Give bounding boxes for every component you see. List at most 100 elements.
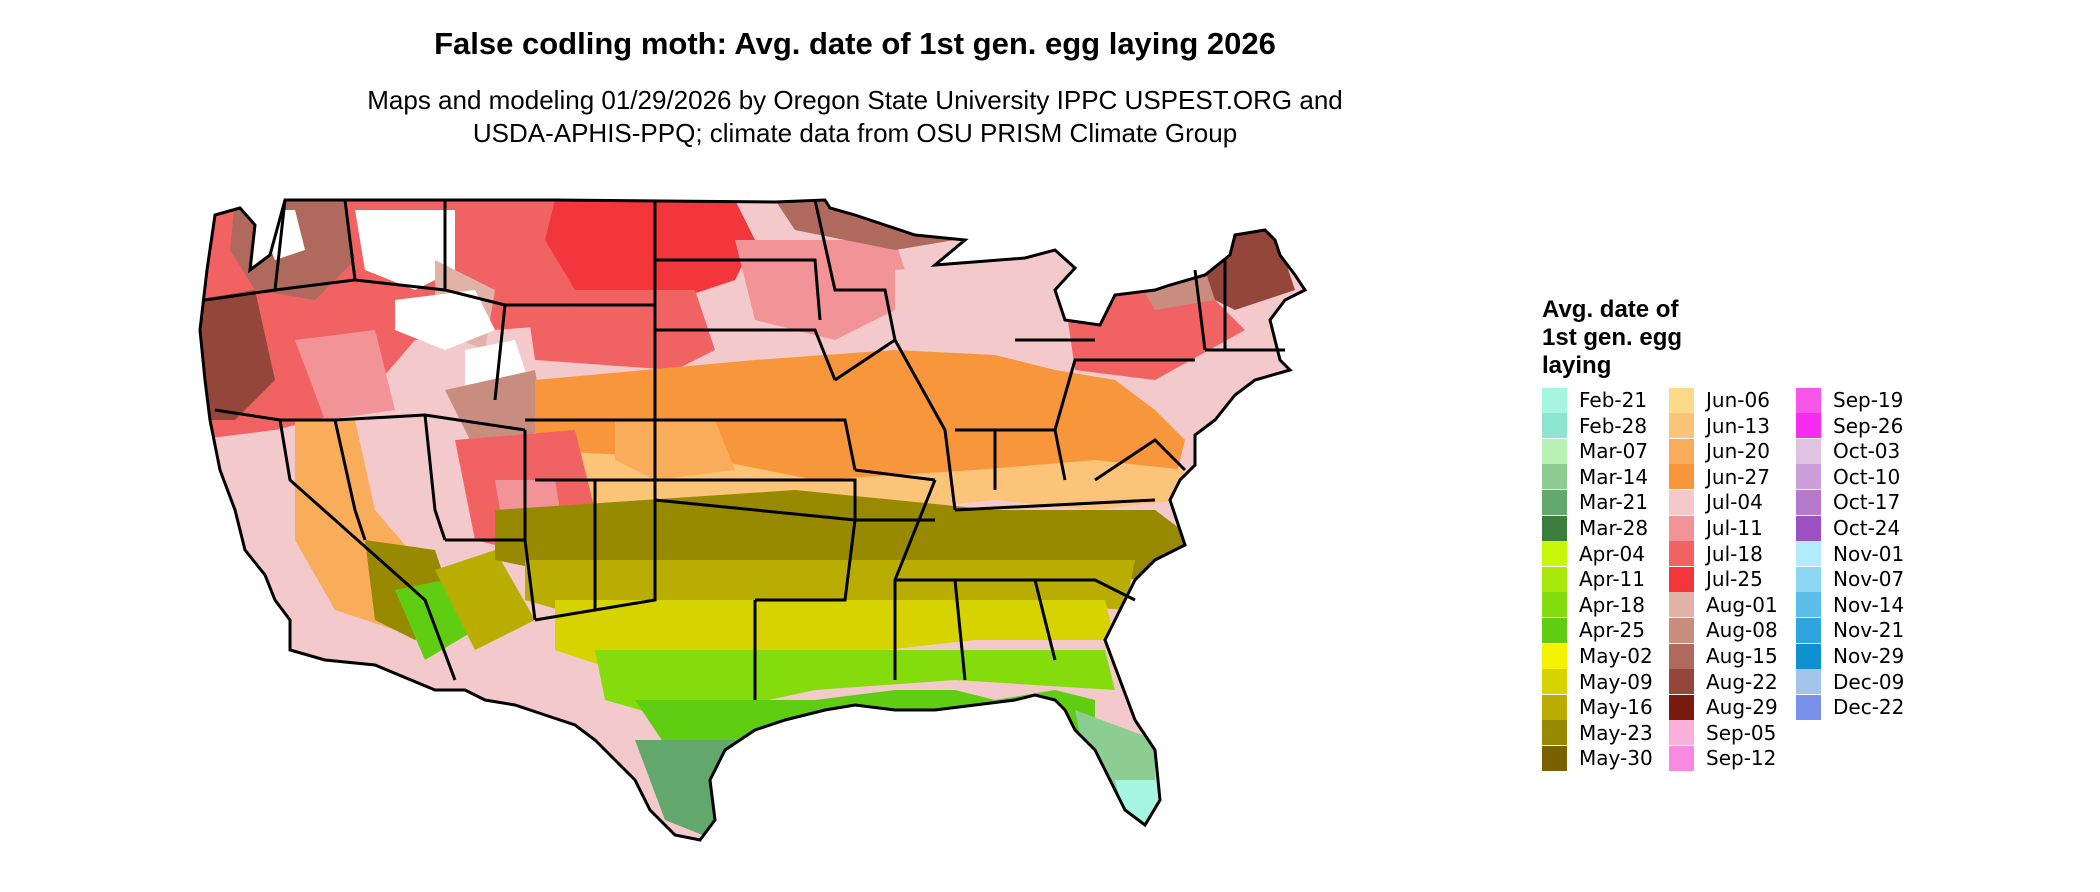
legend-swatch: [1669, 566, 1694, 592]
legend-label: Nov-07: [1833, 567, 1905, 592]
legend-swatch: [1542, 515, 1567, 541]
legend-swatch: [1542, 694, 1567, 720]
legend-item: Sep-19: [1796, 387, 1903, 413]
legend-label: Aug-01: [1706, 592, 1778, 617]
legend-label: Mar-21: [1579, 490, 1649, 515]
legend-swatch: [1542, 566, 1567, 592]
legend-label: Nov-29: [1833, 644, 1905, 668]
legend-swatch: [1542, 643, 1567, 669]
legend-item: Mar-21: [1542, 489, 1648, 515]
legend-item: Jul-18: [1669, 541, 1763, 567]
legend-swatch: [1669, 643, 1694, 669]
map-subtitle: Maps and modeling 01/29/2026 by Oregon S…: [0, 84, 1710, 150]
legend-label: Jul-11: [1706, 516, 1763, 540]
legend-swatch: [1542, 438, 1567, 464]
legend-swatch: [1669, 745, 1694, 771]
legend-swatch: [1796, 541, 1821, 567]
legend-item: Mar-07: [1542, 438, 1648, 464]
legend-item: Sep-05: [1669, 720, 1776, 746]
legend-swatch: [1669, 438, 1694, 464]
legend-item: Sep-12: [1669, 745, 1776, 771]
legend-label: Aug-08: [1706, 618, 1778, 643]
legend-label: Oct-03: [1833, 439, 1901, 464]
legend-label: Jun-06: [1706, 388, 1770, 412]
legend-item: Jul-25: [1669, 566, 1763, 592]
legend-label: Oct-10: [1833, 464, 1901, 489]
legend-item: Aug-15: [1669, 643, 1778, 669]
legend-label: May-09: [1579, 669, 1653, 694]
legend-swatch: [1669, 720, 1694, 746]
legend-swatch: [1542, 617, 1567, 643]
legend-item: Jun-27: [1669, 464, 1770, 490]
legend-swatch: [1669, 413, 1694, 439]
legend-label: Feb-28: [1579, 413, 1648, 438]
legend-item: Jul-04: [1669, 489, 1763, 515]
legend-item: May-23: [1542, 720, 1653, 746]
legend-label: Jul-25: [1706, 567, 1763, 592]
legend-item: Apr-11: [1542, 566, 1645, 592]
legend-swatch: [1542, 541, 1567, 567]
legend-label: Aug-15: [1706, 644, 1778, 668]
legend-label: Jul-04: [1706, 490, 1763, 515]
legend-swatch: [1796, 464, 1821, 490]
legend-item: Nov-01: [1796, 541, 1904, 567]
legend-item: Aug-29: [1669, 694, 1778, 720]
legend-item: Dec-09: [1796, 669, 1904, 695]
legend-label: Jun-27: [1706, 464, 1770, 489]
legend-swatch: [1669, 489, 1694, 515]
legend-label: Apr-18: [1579, 592, 1645, 617]
legend-label: Sep-12: [1706, 746, 1777, 771]
legend-swatch: [1796, 694, 1821, 720]
legend-label: May-02: [1579, 644, 1653, 668]
legend-item: Feb-21: [1542, 387, 1647, 413]
legend-title: Avg. date of 1st gen. egg laying: [1542, 296, 1732, 380]
legend-item: Jun-13: [1669, 413, 1770, 439]
legend-label: Apr-04: [1579, 541, 1645, 566]
legend-item: May-16: [1542, 694, 1653, 720]
legend-item: Apr-04: [1542, 541, 1645, 567]
legend-label: Jun-20: [1706, 439, 1770, 464]
legend: Feb-21 Feb-28 Mar-07 Mar-14 Mar-21 Mar-28 Apr-…: [1542, 387, 2002, 777]
legend-swatch: [1542, 413, 1567, 439]
legend-label: Aug-22: [1706, 669, 1778, 694]
legend-item: May-09: [1542, 669, 1653, 695]
legend-swatch: [1796, 413, 1821, 439]
legend-title-line-2: 1st gen. egg: [1542, 324, 1683, 351]
legend-item: Jun-20: [1669, 438, 1770, 464]
legend-item: Jun-06: [1669, 387, 1770, 413]
legend-swatch: [1796, 515, 1821, 541]
legend-label: Aug-29: [1706, 695, 1778, 720]
legend-swatch: [1796, 643, 1821, 669]
legend-swatch: [1796, 617, 1821, 643]
legend-swatch: [1542, 489, 1567, 515]
color-zones: [200, 200, 1305, 840]
legend-item: Aug-01: [1669, 592, 1778, 618]
legend-swatch: [1542, 464, 1567, 490]
legend-item: Sep-26: [1796, 413, 1903, 439]
legend-item: Jul-11: [1669, 515, 1763, 541]
legend-label: May-23: [1579, 720, 1653, 745]
legend-label: Mar-07: [1579, 439, 1649, 464]
legend-swatch: [1796, 592, 1821, 618]
legend-label: Oct-17: [1833, 490, 1901, 515]
legend-swatch: [1542, 720, 1567, 746]
legend-label: May-30: [1579, 746, 1653, 771]
legend-item: Feb-28: [1542, 413, 1647, 439]
legend-title-line-3: laying: [1542, 352, 1612, 379]
legend-item: May-30: [1542, 745, 1653, 771]
legend-item: Apr-25: [1542, 617, 1645, 643]
map-title: False codling moth: Avg. date of 1st gen…: [434, 26, 1276, 61]
legend-item: Nov-29: [1796, 643, 1904, 669]
legend-label: Dec-09: [1833, 669, 1905, 694]
legend-swatch: [1796, 387, 1821, 413]
legend-swatch: [1542, 387, 1567, 413]
legend-item: Oct-24: [1796, 515, 1900, 541]
legend-swatch: [1669, 669, 1694, 695]
legend-swatch: [1796, 669, 1821, 695]
legend-label: Nov-14: [1833, 592, 1905, 617]
legend-item: May-02: [1542, 643, 1653, 669]
legend-item: Aug-22: [1669, 669, 1778, 695]
legend-label: Sep-26: [1833, 413, 1904, 438]
legend-item: Nov-07: [1796, 566, 1904, 592]
legend-label: May-16: [1579, 695, 1653, 720]
